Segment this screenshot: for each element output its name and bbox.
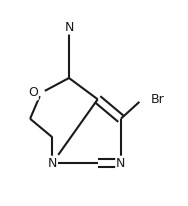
- Text: N: N: [64, 21, 74, 34]
- Text: O: O: [28, 86, 38, 99]
- Text: N: N: [48, 157, 57, 170]
- Text: Br: Br: [150, 93, 164, 106]
- Text: N: N: [116, 157, 126, 170]
